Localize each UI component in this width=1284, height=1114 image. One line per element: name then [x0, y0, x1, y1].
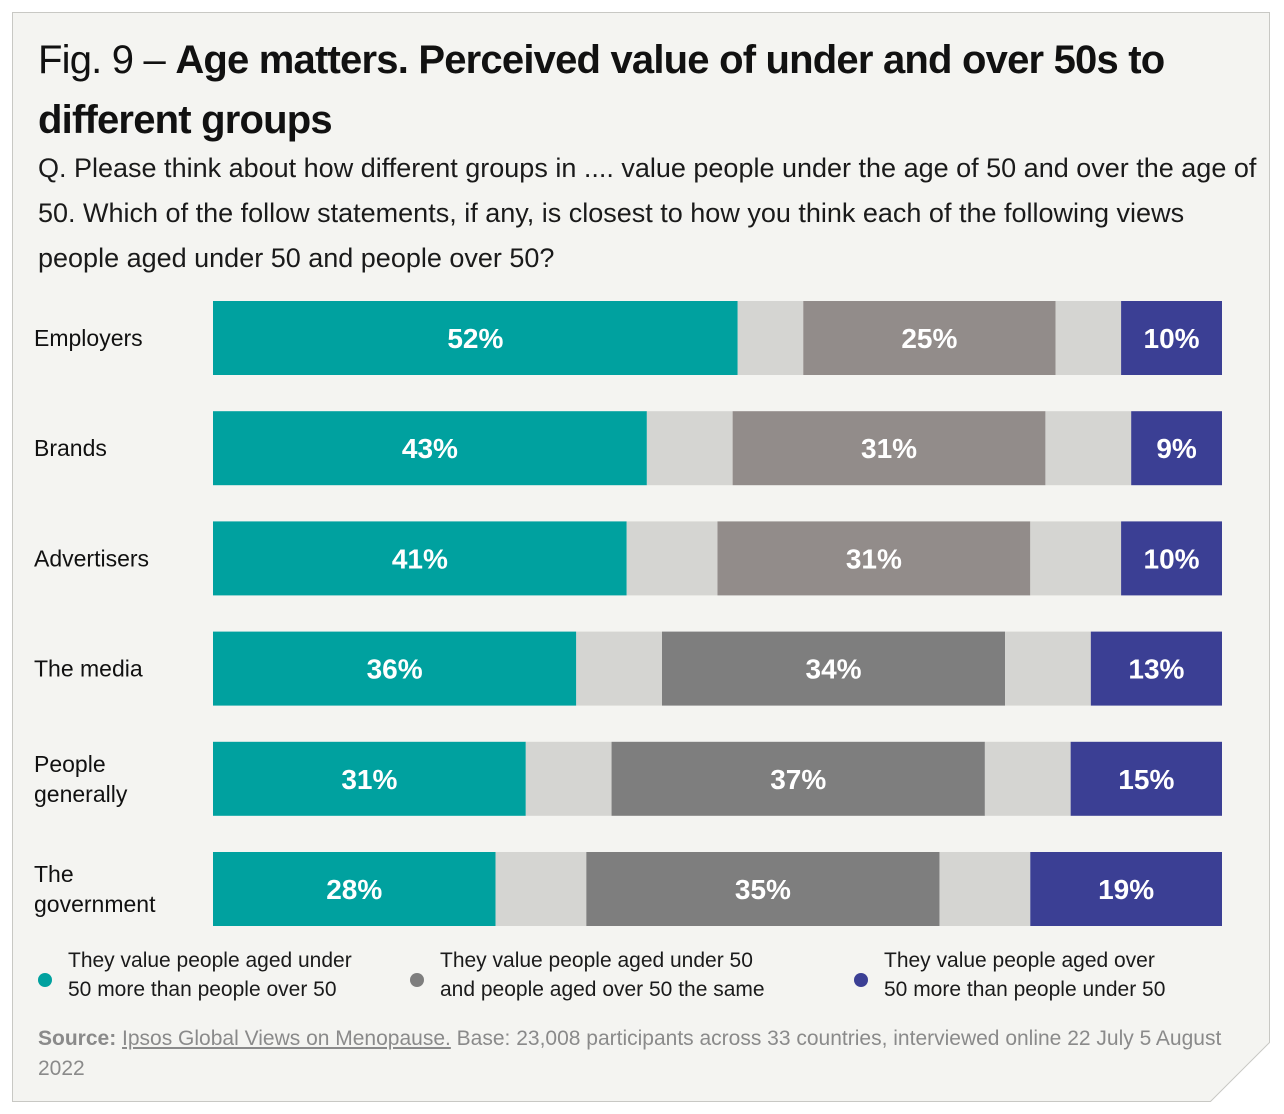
bar-same-people-generally [611, 741, 985, 816]
bar-same-advertisers [717, 521, 1031, 596]
legend-text-over: They value people aged over 50 more than… [884, 949, 1166, 1001]
bar-under-advertisers [213, 521, 627, 596]
value-label-under-media: 36% [367, 654, 423, 685]
bar-over-brands [1131, 411, 1222, 486]
bar-gap-right-media [1005, 631, 1091, 706]
value-label-over-advertisers: 10% [1144, 543, 1200, 574]
value-label-same-brands: 31% [861, 433, 917, 464]
bar-gap-left-media [576, 631, 663, 706]
legend-item-same: They value people aged under 50 and peop… [410, 946, 765, 1004]
bar-gap-right-government [939, 852, 1031, 926]
bar-over-media [1090, 631, 1222, 706]
bar-same-employers [803, 301, 1056, 375]
bar-under-government [213, 852, 496, 926]
value-label-over-government: 19% [1098, 874, 1154, 905]
category-label-government: government [34, 891, 156, 917]
category-label-advertisers: Advertisers [34, 545, 149, 571]
value-label-over-employers: 10% [1144, 323, 1200, 354]
category-label-people-generally: People [34, 751, 106, 777]
value-label-over-people-generally: 15% [1118, 764, 1174, 795]
value-label-over-media: 13% [1128, 654, 1184, 685]
bar-gap-left-brands [646, 411, 733, 486]
value-label-under-advertisers: 41% [392, 543, 448, 574]
bar-under-employers [213, 301, 738, 375]
bar-over-advertisers [1121, 521, 1222, 596]
source-link[interactable]: Ipsos Global Views on Menopause. [122, 1027, 451, 1050]
figure-number: Fig. 9 – [38, 38, 176, 82]
legend-dot-navy [854, 973, 868, 987]
bar-same-government [586, 852, 940, 926]
legend-text-under: They value people aged under 50 more tha… [68, 949, 352, 1001]
figure-title: Fig. 9 – Age matters. Perceived value of… [38, 30, 1238, 150]
value-label-under-people-generally: 31% [341, 764, 397, 795]
category-label-government: The [34, 861, 74, 887]
value-label-same-media: 34% [806, 654, 862, 685]
bar-under-media [213, 631, 577, 706]
bar-over-people-generally [1070, 741, 1222, 816]
category-label-employers: Employers [34, 325, 143, 351]
source-note: Source: Ipsos Global Views on Menopause.… [38, 1027, 1222, 1080]
value-label-same-people-generally: 37% [770, 764, 826, 795]
chart-legend: They value people aged under 50 more tha… [38, 946, 1258, 1016]
value-label-same-employers: 25% [901, 323, 957, 354]
bar-over-employers [1121, 301, 1222, 375]
legend-dot-teal [38, 973, 52, 987]
survey-question: Q. Please think about how different grou… [38, 153, 1257, 273]
category-label-media: The media [34, 656, 143, 682]
bar-under-people-generally [213, 741, 526, 816]
legend-dot-grey [410, 973, 424, 987]
value-label-same-government: 35% [735, 874, 791, 905]
bar-gap-right-employers [1055, 301, 1122, 375]
bar-under-brands [213, 411, 647, 486]
legend-item-under: They value people aged under 50 more tha… [38, 946, 352, 1004]
legend-text-same: They value people aged under 50 and peop… [440, 949, 765, 1001]
bar-gap-right-brands [1045, 411, 1132, 486]
bar-over-government [1030, 852, 1222, 926]
bar-gap-left-advertisers [626, 521, 718, 596]
value-label-over-brands: 9% [1156, 433, 1197, 464]
bar-gap-left-employers [737, 301, 804, 375]
value-label-under-brands: 43% [402, 433, 458, 464]
bar-same-media [662, 631, 1006, 706]
value-label-under-government: 28% [326, 874, 382, 905]
bar-gap-left-government [495, 852, 587, 926]
value-label-under-employers: 52% [447, 323, 503, 354]
bar-gap-right-advertisers [1030, 521, 1122, 596]
legend-item-over: They value people aged over 50 more than… [854, 946, 1165, 1004]
bar-gap-right-people-generally [984, 741, 1071, 816]
category-label-people-generally: generally [34, 781, 128, 807]
value-label-same-advertisers: 31% [846, 543, 902, 574]
figure-headline: Age matters. Perceived value of under an… [38, 38, 1165, 142]
bar-same-brands [732, 411, 1046, 486]
bar-gap-left-people-generally [525, 741, 612, 816]
category-label-brands: Brands [34, 435, 107, 461]
